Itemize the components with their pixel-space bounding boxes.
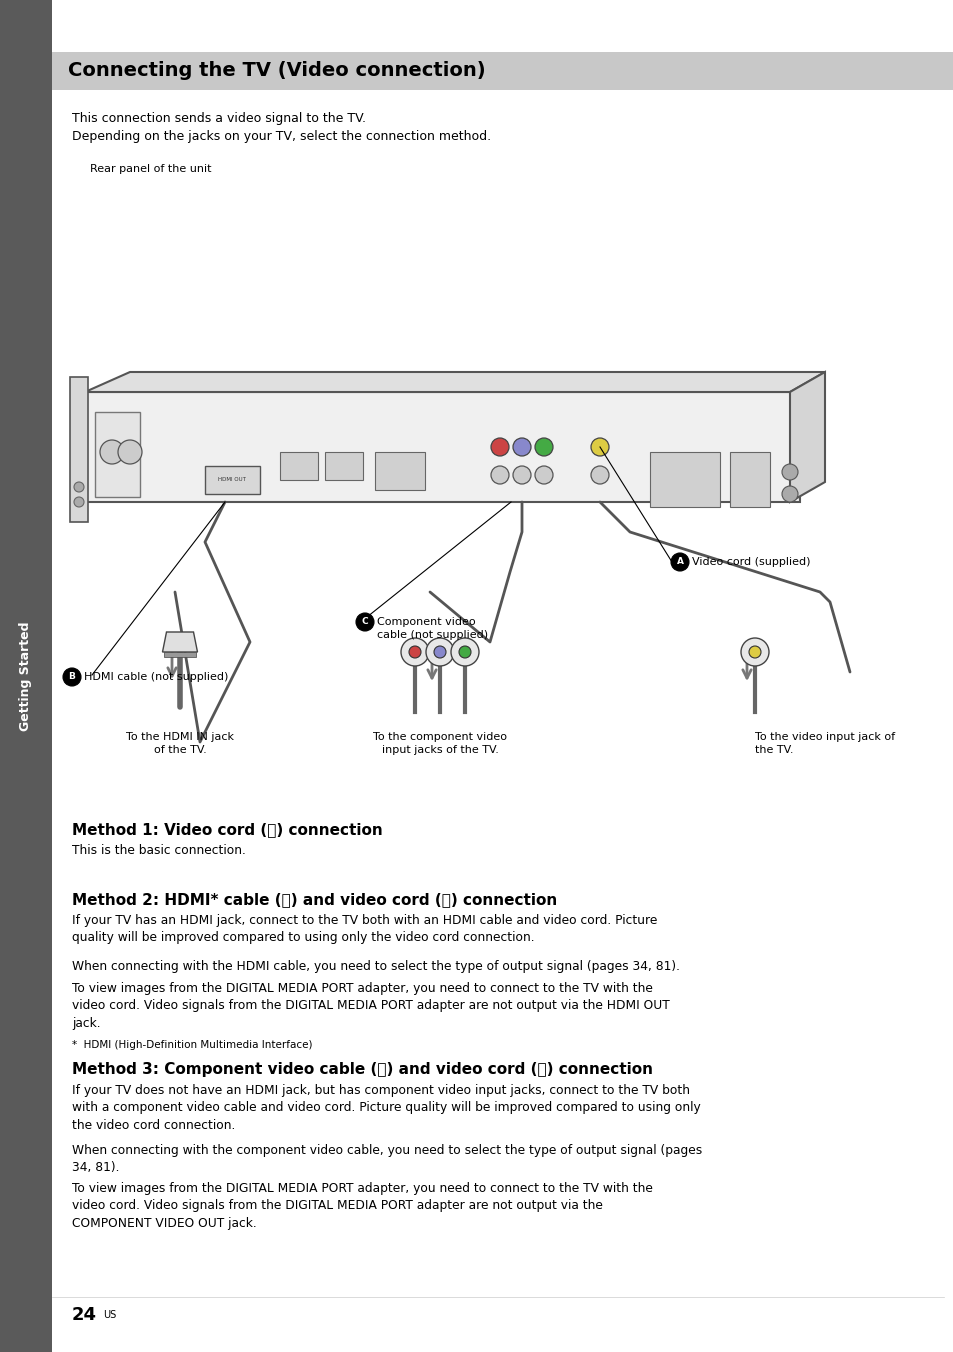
Text: Method 1: Video cord (Ⓐ) connection: Method 1: Video cord (Ⓐ) connection [71,822,382,837]
Text: To the video input jack of
the TV.: To the video input jack of the TV. [754,731,894,756]
Text: Video cord (supplied): Video cord (supplied) [691,557,810,566]
Bar [280,452,317,480]
Text: Depending on the jacks on your TV, select the connection method.: Depending on the jacks on your TV, selec… [71,130,491,143]
Text: To the component video
input jacks of the TV.: To the component video input jacks of th… [373,731,506,756]
Circle shape [458,646,471,658]
Text: HDMI cable (not supplied): HDMI cable (not supplied) [84,672,228,681]
Text: To the HDMI IN jack
of the TV.: To the HDMI IN jack of the TV. [126,731,233,756]
Text: When connecting with the component video cable, you need to select the type of o: When connecting with the component video… [71,1144,701,1175]
Text: B: B [69,672,75,681]
Bar [325,452,363,480]
Bar [52,51,953,91]
Text: *  HDMI (High-Definition Multimedia Interface): * HDMI (High-Definition Multimedia Inter… [71,1040,313,1051]
Circle shape [513,466,531,484]
Polygon shape [789,372,824,502]
Circle shape [491,438,509,456]
Circle shape [590,438,608,456]
Text: To view images from the DIGITAL MEDIA PORT adapter, you need to connect to the T: To view images from the DIGITAL MEDIA PO… [71,1182,652,1230]
Text: Component video
cable (not supplied): Component video cable (not supplied) [376,617,488,641]
Text: Connecting the TV (Video connection): Connecting the TV (Video connection) [68,61,485,81]
Circle shape [740,638,768,667]
Text: C: C [361,618,368,626]
Text: 24: 24 [71,1306,97,1324]
Text: HDMI OUT: HDMI OUT [218,477,246,483]
Bar [375,452,424,489]
Text: If your TV has an HDMI jack, connect to the TV both with an HDMI cable and video: If your TV has an HDMI jack, connect to … [71,914,657,945]
Polygon shape [162,631,197,652]
Text: This connection sends a video signal to the TV.: This connection sends a video signal to … [71,112,366,124]
Circle shape [355,612,374,631]
Text: US: US [103,1310,116,1320]
Circle shape [491,466,509,484]
Circle shape [400,638,429,667]
Circle shape [74,483,84,492]
Text: Method 3: Component video cable (Ⓒ) and video cord (Ⓐ) connection: Method 3: Component video cable (Ⓒ) and … [71,1063,652,1078]
Polygon shape [85,372,824,392]
Text: If your TV does not have an HDMI jack, but has component video input jacks, conn: If your TV does not have an HDMI jack, b… [71,1084,700,1132]
Circle shape [409,646,420,658]
Bar [205,466,260,493]
Text: This is the basic connection.: This is the basic connection. [71,844,246,857]
Text: Rear panel of the unit: Rear panel of the unit [90,164,212,174]
Text: A: A [676,557,682,566]
Bar [70,377,88,522]
Circle shape [451,638,478,667]
Circle shape [535,438,553,456]
Circle shape [670,553,688,571]
Bar [729,452,769,507]
Text: When connecting with the HDMI cable, you need to select the type of output signa: When connecting with the HDMI cable, you… [71,960,679,973]
Circle shape [118,439,142,464]
Circle shape [535,466,553,484]
Text: Getting Started: Getting Started [19,622,32,730]
Bar [649,452,720,507]
Bar [85,392,800,502]
Circle shape [590,466,608,484]
Bar [95,412,140,498]
Circle shape [781,464,797,480]
Bar [164,652,195,657]
Text: Method 2: HDMI* cable (Ⓑ) and video cord (Ⓐ) connection: Method 2: HDMI* cable (Ⓑ) and video cord… [71,892,557,907]
Circle shape [434,646,446,658]
Circle shape [100,439,124,464]
Circle shape [748,646,760,658]
Circle shape [74,498,84,507]
Bar [0,0,52,1352]
Circle shape [513,438,531,456]
Circle shape [63,668,81,685]
Circle shape [781,485,797,502]
Text: To view images from the DIGITAL MEDIA PORT adapter, you need to connect to the T: To view images from the DIGITAL MEDIA PO… [71,982,669,1030]
Circle shape [426,638,454,667]
